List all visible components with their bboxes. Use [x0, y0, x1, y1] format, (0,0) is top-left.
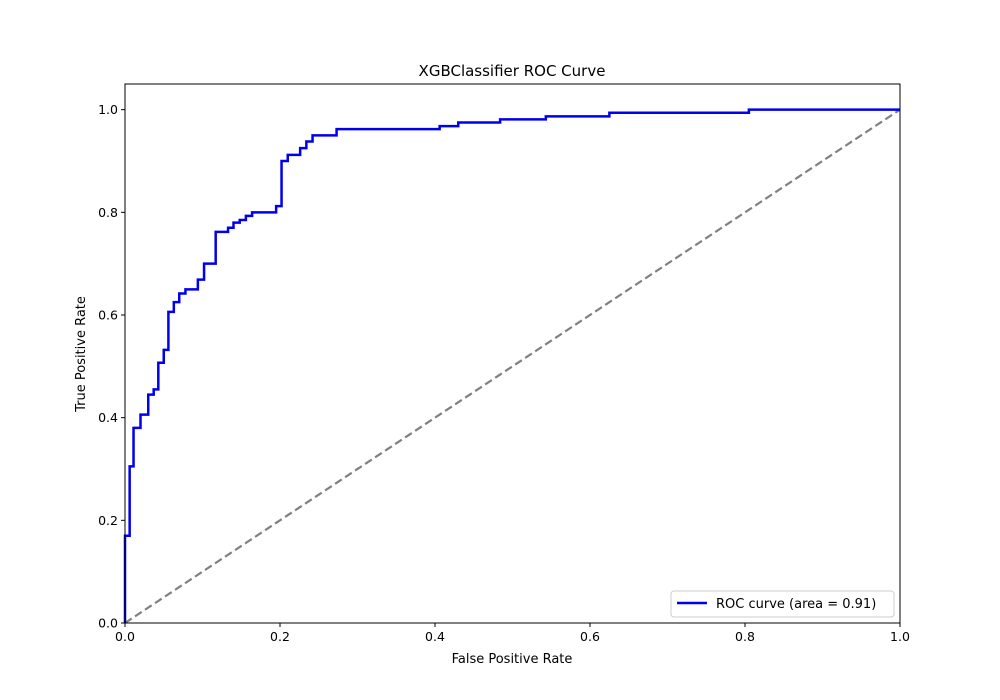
x-tick-label: 0.8: [735, 629, 755, 644]
chance-diagonal-line: [124, 108, 901, 624]
y-tick-label: 0.4: [98, 410, 118, 425]
x-tick-label: 0.2: [270, 629, 290, 644]
y-axis-label: True Positive Rate: [74, 296, 89, 413]
chart-title: XGBClassifier ROC Curve: [419, 62, 606, 80]
x-tick-label: 0.4: [425, 629, 445, 644]
legend: ROC curve (area = 0.91): [670, 590, 895, 618]
y-tick-label: 0.6: [98, 308, 118, 323]
x-axis-label: False Positive Rate: [452, 652, 573, 667]
y-tick-label: 0.0: [98, 616, 118, 631]
y-tick-label: 0.2: [98, 513, 118, 528]
x-tick-label: 0.6: [580, 629, 600, 644]
y-tick-label: 1.0: [98, 102, 118, 117]
legend-box: [670, 590, 895, 618]
x-tick-label: 0.0: [115, 629, 135, 644]
x-tick-label: 1.0: [890, 629, 910, 644]
legend-label-roc: ROC curve (area = 0.91): [716, 597, 876, 612]
y-axis: 0.0 0.2 0.4 0.6 0.8 1.0: [98, 102, 125, 631]
x-axis: 0.0 0.2 0.4 0.6 0.8 1.0: [115, 623, 910, 644]
roc-curve-line: [123, 108, 900, 623]
y-tick-label: 0.8: [98, 205, 118, 220]
plot-frame: [124, 83, 901, 624]
plot-series: [123, 108, 901, 624]
